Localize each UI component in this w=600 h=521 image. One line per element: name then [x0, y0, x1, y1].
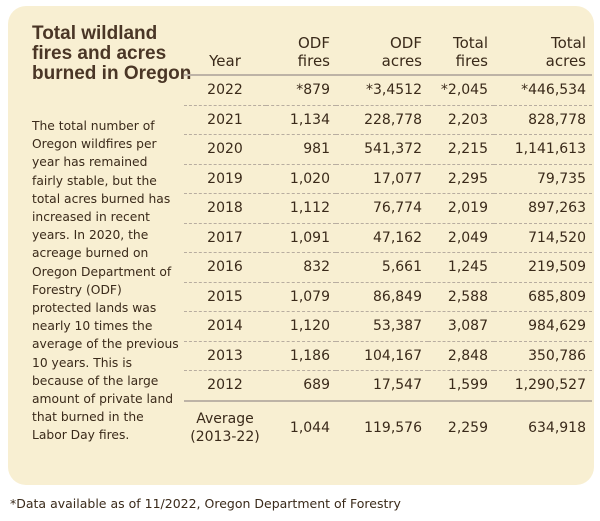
cell-odf-fires: 832: [266, 252, 336, 283]
cell-total-fires: 2,049: [428, 223, 494, 253]
cell-odf-fires: 689: [266, 370, 336, 402]
cell-odf-fires: 1,079: [266, 282, 336, 312]
cell-odf-fires: 1,091: [266, 223, 336, 253]
cell-total-acres: 984,629: [494, 311, 592, 342]
cell-odf-acres: 104,167: [336, 341, 428, 371]
cell-total-fires: 2,215: [428, 134, 494, 165]
cell-year: 2021: [184, 105, 266, 135]
cell-odf-fires: 1,134: [266, 105, 336, 135]
card-title: Total wildland fires and acres burned in…: [32, 23, 192, 84]
cell-total-acres: 714,520: [494, 223, 592, 253]
cell-odf-fires: *879: [266, 75, 336, 106]
cell-total-fires: 2,019: [428, 193, 494, 224]
cell-odf-acres: 47,162: [336, 223, 428, 253]
table-row: 2019 1,020 17,077 2,295 79,735: [184, 164, 592, 194]
cell-year: 2015: [184, 282, 266, 312]
table-row: 2012 689 17,547 1,599 1,290,527: [184, 370, 592, 402]
cell-year: 2022: [184, 75, 266, 106]
cell-odf-acres: 5,661: [336, 252, 428, 283]
cell-odf-fires: 1,112: [266, 193, 336, 224]
cell-odf-acres: 228,778: [336, 105, 428, 135]
table-row: 2016 832 5,661 1,245 219,509: [184, 252, 592, 283]
cell-total-fires: 2,203: [428, 105, 494, 135]
cell-year: 2013: [184, 341, 266, 371]
cell-odf-acres: 17,077: [336, 164, 428, 194]
cell-total-fires: 2,588: [428, 282, 494, 312]
cell-total-acres: 1,141,613: [494, 134, 592, 165]
cell-odf-fires: 981: [266, 134, 336, 165]
avg-odf-acres: 119,576: [364, 419, 422, 436]
cell-odf-acres: 76,774: [336, 193, 428, 224]
cell-year: 2018: [184, 193, 266, 224]
table-row: 2022 *879 *3,4512 *2,045 *446,534: [184, 75, 592, 106]
cell-total-fires: 1,245: [428, 252, 494, 283]
fires-table: Year ODF fires ODF acres Total fires Total a…: [184, 30, 592, 454]
cell-total-fires: 2,295: [428, 164, 494, 194]
table-row: 2021 1,134 228,778 2,203 828,778: [184, 105, 592, 135]
table-row: 2020 981 541,372 2,215 1,141,613: [184, 134, 592, 165]
table-row: 2013 1,186 104,167 2,848 350,786: [184, 341, 592, 371]
info-card: Total wildland fires and acres burned in…: [8, 6, 594, 485]
avg-total-fires: 2,259: [447, 419, 488, 436]
cell-odf-fires: 1,020: [266, 164, 336, 194]
header-total-acres: Total acres: [494, 30, 592, 76]
cell-year: 2012: [184, 370, 266, 402]
cell-total-fires: 3,087: [428, 311, 494, 342]
footnote: *Data available as of 11/2022, Oregon De…: [10, 496, 401, 511]
table-row: 2018 1,112 76,774 2,019 897,263: [184, 193, 592, 224]
average-label: Average (2013-22): [190, 410, 260, 445]
cell-year: 2014: [184, 311, 266, 342]
card-description: The total number of Oregon wildfires per…: [32, 119, 179, 443]
cell-total-acres: 685,809: [494, 282, 592, 312]
cell-odf-acres: 53,387: [336, 311, 428, 342]
cell-year: 2017: [184, 223, 266, 253]
cell-total-acres: 1,290,527: [494, 370, 592, 402]
cell-total-acres: 350,786: [494, 341, 592, 371]
avg-odf-fires: 1,044: [289, 419, 330, 436]
header-odf-fires: ODF fires: [266, 30, 336, 76]
cell-total-fires: 1,599: [428, 370, 494, 402]
header-odf-acres: ODF acres: [336, 30, 428, 76]
cell-odf-acres: 541,372: [336, 134, 428, 165]
cell-total-acres: 219,509: [494, 252, 592, 283]
cell-odf-fires: 1,186: [266, 341, 336, 371]
cell-year: 2016: [184, 252, 266, 283]
table-row: 2014 1,120 53,387 3,087 984,629: [184, 311, 592, 342]
cell-odf-acres: *3,4512: [336, 75, 428, 106]
average-row: Average (2013-22) 1,044 119,576 2,259 63…: [184, 401, 592, 454]
cell-total-fires: *2,045: [428, 75, 494, 106]
cell-total-acres: 897,263: [494, 193, 592, 224]
table-header-row: Year ODF fires ODF acres Total fires Total a…: [184, 30, 592, 76]
header-total-fires: Total fires: [428, 30, 494, 76]
cell-total-acres: 79,735: [494, 164, 592, 194]
cell-year: 2019: [184, 164, 266, 194]
cell-total-fires: 2,848: [428, 341, 494, 371]
cell-total-acres: *446,534: [494, 75, 592, 106]
table-row: 2015 1,079 86,849 2,588 685,809: [184, 282, 592, 312]
header-year: Year: [184, 30, 266, 76]
table-row: 2017 1,091 47,162 2,049 714,520: [184, 223, 592, 253]
avg-total-acres: 634,918: [528, 419, 586, 436]
cell-odf-fires: 1,120: [266, 311, 336, 342]
cell-odf-acres: 17,547: [336, 370, 428, 402]
cell-year: 2020: [184, 134, 266, 165]
cell-odf-acres: 86,849: [336, 282, 428, 312]
cell-total-acres: 828,778: [494, 105, 592, 135]
